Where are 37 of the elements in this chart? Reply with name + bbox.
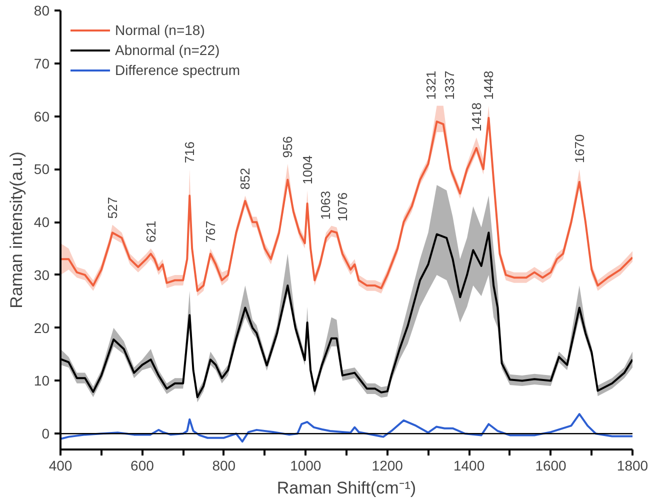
- x-tick-label: 600: [130, 458, 154, 474]
- annotation: 527: [104, 197, 120, 219]
- annotation: 621: [143, 220, 158, 243]
- legend-label: Abnormal (n=22): [115, 41, 220, 59]
- y-tick-label: 10: [34, 372, 50, 389]
- annotation: 1418: [468, 102, 484, 132]
- annotation: 1337: [442, 70, 457, 100]
- annotation: 1063: [318, 190, 333, 220]
- annotation: 852: [238, 168, 253, 190]
- x-tick-label: 1200: [372, 458, 404, 474]
- annotation: 716: [182, 141, 198, 164]
- line-series: [60, 413, 632, 443]
- x-tick-label: 1800: [616, 458, 648, 474]
- y-tick-label: 0: [42, 426, 50, 442]
- x-tick-label: 1400: [454, 458, 485, 474]
- annotation: 956: [280, 136, 296, 158]
- x-tick-label: 400: [48, 458, 72, 474]
- annotation: 1004: [300, 155, 315, 184]
- y-tick-label: 20: [34, 320, 50, 336]
- annotation: 1670: [572, 134, 587, 164]
- x-tick-label: 800: [212, 458, 236, 474]
- legend-label: Normal (n=18): [115, 21, 205, 39]
- y-tick-label: 40: [34, 214, 50, 230]
- annotation: 767: [202, 220, 218, 243]
- annotation: 1321: [423, 70, 438, 100]
- y-tick-label: 70: [34, 55, 50, 72]
- x-tick-label: 1000: [290, 458, 322, 474]
- x-tick-label: 1600: [535, 458, 567, 474]
- annotation: 1076: [335, 192, 350, 222]
- legend-label: Difference spectrum: [115, 61, 240, 79]
- y-tick-label: 30: [34, 266, 50, 283]
- y-axis-title: Raman intensity(a.u): [6, 152, 26, 308]
- y-tick-label: 60: [34, 108, 50, 124]
- x-axis-title: Raman Shift(cm⁻¹): [276, 478, 416, 498]
- y-tick-label: 80: [34, 2, 50, 18]
- y-tick-label: 50: [34, 161, 50, 178]
- annotation: 1448: [481, 70, 496, 100]
